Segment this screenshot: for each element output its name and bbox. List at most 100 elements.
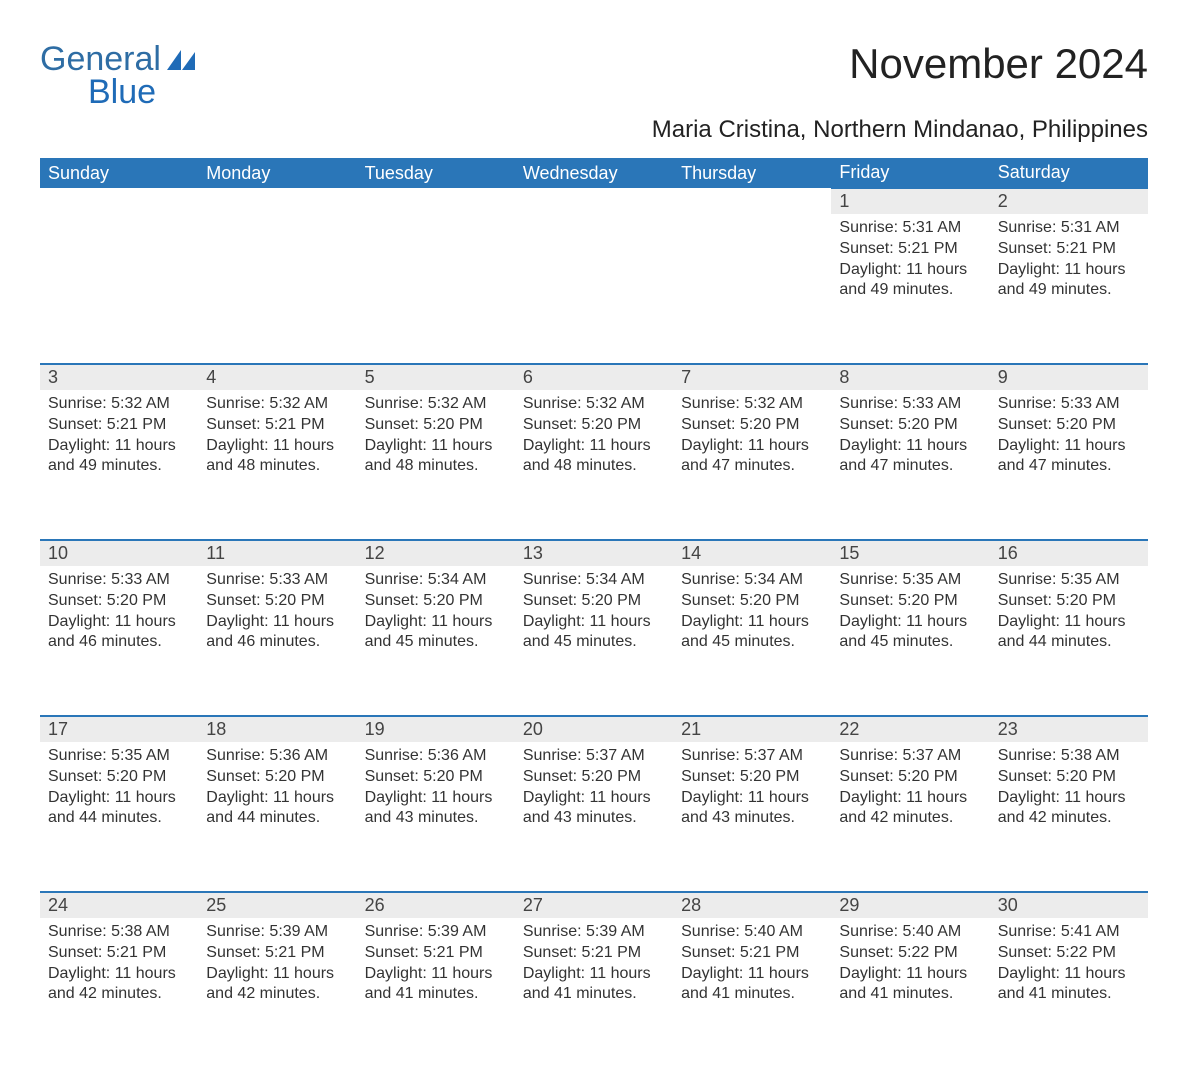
day-number: 30 [990,892,1148,918]
sunset-text: Sunset: 5:20 PM [365,767,507,788]
sunrise-text: Sunrise: 5:41 AM [998,922,1140,943]
daynum-row: 24252627282930 [40,892,1148,918]
sunrise-text: Sunrise: 5:40 AM [681,922,823,943]
sunset-text: Sunset: 5:20 PM [998,767,1140,788]
day-number: 17 [40,716,198,742]
day-cell [357,214,515,346]
sunset-text: Sunset: 5:21 PM [206,943,348,964]
daylight-text: Daylight: 11 hours and 41 minutes. [523,964,665,1006]
day-number: 21 [673,716,831,742]
daylight-text: Daylight: 11 hours and 48 minutes. [365,436,507,478]
day-data-row: Sunrise: 5:32 AM Sunset: 5:21 PM Daylight:… [40,390,1148,522]
day-number: 9 [990,364,1148,390]
day-cell: Sunrise: 5:32 AMSunset: 5:21 PMDaylight:… [40,390,198,522]
daylight-text: Daylight: 11 hours and 49 minutes. [839,260,981,302]
daylight-text: Daylight: 11 hours and 43 minutes. [365,788,507,830]
sunset-text: Sunset: 5:22 PM [839,943,981,964]
day-number: 16 [990,540,1148,566]
sunrise-text: Sunrise: 5:34 AM [365,570,507,591]
daylight-text: Daylight: 11 hours and 41 minutes. [681,964,823,1006]
sunrise-text: Sunrise: 5:37 AM [681,746,823,767]
day-number: 5 [357,364,515,390]
daynum-row: 3456789 [40,364,1148,390]
day-cell: Sunrise: 5:41 AMSunset: 5:22 PMDaylight:… [990,918,1148,1050]
header: General Blue November 2024 [40,40,1148,112]
day-number [515,188,673,214]
day-cell: Sunrise: 5:37 AMSunset: 5:20 PMDaylight:… [831,742,989,874]
sunset-text: Sunset: 5:20 PM [48,591,190,612]
sunrise-text: Sunrise: 5:39 AM [523,922,665,943]
daylight-text: Daylight: 11 hours and 47 minutes. [839,436,981,478]
weekday-header-row: Sunday Monday Tuesday Wednesday Thursday… [40,158,1148,188]
sunrise-text: Sunrise: 5:35 AM [48,746,190,767]
sunrise-text: Sunrise: 5:37 AM [839,746,981,767]
sunrise-text: Sunrise: 5:35 AM [998,570,1140,591]
daylight-text: Daylight: 11 hours and 45 minutes. [523,612,665,654]
daylight-text: Daylight: 11 hours and 47 minutes. [998,436,1140,478]
daylight-text: Daylight: 11 hours and 49 minutes. [998,260,1140,302]
day-cell: Sunrise: 5:34 AMSunset: 5:20 PMDaylight:… [673,566,831,698]
daylight-text: Daylight: 11 hours and 45 minutes. [365,612,507,654]
sunset-text: Sunset: 5:20 PM [523,591,665,612]
day-cell: Sunrise: 5:31 AMSunset: 5:21 PMDaylight:… [831,214,989,346]
sunrise-text: Sunrise: 5:32 AM [48,394,190,415]
sunset-text: Sunset: 5:20 PM [839,767,981,788]
day-cell: Sunrise: 5:31 AMSunset: 5:21 PMDaylight:… [990,214,1148,346]
sunset-text: Sunset: 5:20 PM [206,591,348,612]
sunrise-text: Sunrise: 5:32 AM [523,394,665,415]
weekday-header: Monday [198,158,356,188]
sunset-text: Sunset: 5:20 PM [365,591,507,612]
day-number [357,188,515,214]
sunrise-text: Sunrise: 5:33 AM [839,394,981,415]
day-cell: Sunrise: 5:38 AMSunset: 5:21 PMDaylight:… [40,918,198,1050]
sunrise-text: Sunrise: 5:31 AM [998,218,1140,239]
daylight-text: Daylight: 11 hours and 42 minutes. [206,964,348,1006]
day-number: 15 [831,540,989,566]
sunrise-text: Sunrise: 5:37 AM [523,746,665,767]
sunset-text: Sunset: 5:20 PM [206,767,348,788]
daylight-text: Daylight: 11 hours and 45 minutes. [839,612,981,654]
day-cell: Sunrise: 5:32 AMSunset: 5:20 PMDaylight:… [673,390,831,522]
sunrise-text: Sunrise: 5:38 AM [998,746,1140,767]
sunrise-text: Sunrise: 5:39 AM [206,922,348,943]
sunrise-text: Sunrise: 5:31 AM [839,218,981,239]
sunset-text: Sunset: 5:21 PM [206,415,348,436]
weekday-header: Friday [831,158,989,188]
sunrise-text: Sunrise: 5:34 AM [681,570,823,591]
week-spacer [40,874,1148,892]
sunrise-text: Sunrise: 5:39 AM [365,922,507,943]
sunrise-text: Sunrise: 5:33 AM [998,394,1140,415]
sunset-text: Sunset: 5:20 PM [523,767,665,788]
day-number [673,188,831,214]
weekday-header: Tuesday [357,158,515,188]
daynum-row: 17181920212223 [40,716,1148,742]
sunrise-text: Sunrise: 5:32 AM [681,394,823,415]
daylight-text: Daylight: 11 hours and 48 minutes. [523,436,665,478]
day-data-row: Sunrise: 5:33 AMSunset: 5:20 PMDaylight:… [40,566,1148,698]
day-data-row: Sunrise: 5:35 AMSunset: 5:20 PMDaylight:… [40,742,1148,874]
weekday-header: Wednesday [515,158,673,188]
day-cell: Sunrise: 5:39 AMSunset: 5:21 PMDaylight:… [357,918,515,1050]
sunset-text: Sunset: 5:20 PM [839,415,981,436]
day-cell: Sunrise: 5:35 AMSunset: 5:20 PMDaylight:… [990,566,1148,698]
day-cell: Sunrise: 5:35 AMSunset: 5:20 PMDaylight:… [40,742,198,874]
day-cell: Sunrise: 5:33 AMSunset: 5:20 PMDaylight:… [198,566,356,698]
daylight-text: Daylight: 11 hours and 42 minutes. [48,964,190,1006]
daylight-text: Daylight: 11 hours and 43 minutes. [681,788,823,830]
sunset-text: Sunset: 5:21 PM [48,943,190,964]
day-data-row: Sunrise: 5:31 AMSunset: 5:21 PMDaylight:… [40,214,1148,346]
day-number: 1 [831,188,989,214]
day-number [198,188,356,214]
day-cell [40,214,198,346]
sunrise-text: Sunrise: 5:34 AM [523,570,665,591]
day-number: 8 [831,364,989,390]
day-number: 24 [40,892,198,918]
sunrise-text: Sunrise: 5:35 AM [839,570,981,591]
daylight-text: Daylight: 11 hours and 47 minutes. [681,436,823,478]
day-number: 12 [357,540,515,566]
day-number [40,188,198,214]
sunset-text: Sunset: 5:21 PM [681,943,823,964]
daylight-text: Daylight: 11 hours and 45 minutes. [681,612,823,654]
week-spacer [40,698,1148,716]
day-cell [198,214,356,346]
